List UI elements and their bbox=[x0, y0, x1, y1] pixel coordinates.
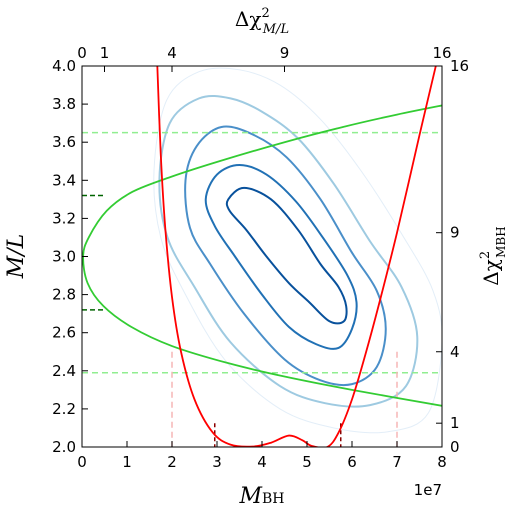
right-tick-label: 0 bbox=[450, 438, 460, 456]
x-tick-label: 4 bbox=[257, 453, 267, 471]
x-tick-label: 1 bbox=[122, 453, 132, 471]
x-tick-label: 7 bbox=[392, 453, 402, 471]
contour-level-2 bbox=[204, 164, 358, 350]
ml-chi2-curve bbox=[82, 104, 442, 407]
right-axis-label-sub: MBH bbox=[494, 226, 508, 258]
y-tick-label: 3.2 bbox=[52, 209, 76, 227]
x-axis-label-sub: BH bbox=[262, 491, 285, 507]
y-tick-label: 2.2 bbox=[52, 400, 76, 418]
top-axis-label-sup: 2 bbox=[261, 6, 269, 21]
top-tick-label: 1 bbox=[100, 44, 110, 62]
y-tick-label: 2.8 bbox=[52, 286, 76, 304]
right-axis-label: Δχ2MBH bbox=[478, 226, 508, 285]
plot-area bbox=[82, 66, 442, 447]
x-offset-label: 1e7 bbox=[414, 481, 442, 499]
contour-level-3 bbox=[184, 125, 387, 387]
top-tick-label: 9 bbox=[280, 44, 290, 62]
x-tick-label: 0 bbox=[77, 453, 87, 471]
top-tick-label: 16 bbox=[432, 44, 451, 62]
x-tick-label: 6 bbox=[347, 453, 357, 471]
right-tick-label: 1 bbox=[450, 414, 460, 432]
x-axis-label: MBH bbox=[238, 484, 284, 509]
x-axis-label-main: M bbox=[238, 484, 262, 509]
top-tick-label: 4 bbox=[167, 44, 177, 62]
right-tick-label: 9 bbox=[450, 224, 460, 242]
y-tick-label: 3.6 bbox=[52, 133, 76, 151]
y-tick-label: 2.0 bbox=[52, 438, 76, 456]
y-axis-label: M/L bbox=[4, 234, 29, 280]
x-tick-label: 8 bbox=[437, 453, 447, 471]
x-tick-label: 2 bbox=[167, 453, 177, 471]
y-tick-label: 2.4 bbox=[52, 362, 76, 380]
top-axis-label: Δχ2 M/L bbox=[235, 6, 289, 37]
x-tick-label: 3 bbox=[212, 453, 222, 471]
contour-level-1 bbox=[225, 186, 348, 325]
right-tick-label: 4 bbox=[450, 343, 460, 361]
contour-level-4 bbox=[158, 94, 419, 408]
y-tick-label: 4.0 bbox=[52, 57, 76, 75]
y-tick-label: 3.4 bbox=[52, 171, 76, 189]
y-tick-label: 2.6 bbox=[52, 324, 76, 342]
y-tick-label: 3.0 bbox=[52, 248, 76, 266]
y-tick-label: 3.8 bbox=[52, 95, 76, 113]
contour-level-5 bbox=[153, 67, 442, 434]
tick-marks bbox=[81, 65, 443, 448]
top-axis-label-sub: M/L bbox=[262, 22, 289, 37]
right-tick-label: 16 bbox=[450, 57, 469, 75]
top-tick-label: 0 bbox=[77, 44, 87, 62]
right-axis-label-main: Δχ bbox=[479, 259, 503, 286]
top-axis-label-main: Δχ bbox=[235, 7, 262, 31]
tick-labels: 0 1 2 3 4 5 6 7 82.02.22.42.62.83.03.23.43.63.84… bbox=[52, 44, 469, 471]
mbh-chi2-curve bbox=[156, 66, 437, 447]
plot-frame bbox=[81, 65, 443, 448]
right-axis-label-sup: 2 bbox=[478, 251, 493, 259]
x-tick-label: 5 bbox=[302, 453, 312, 471]
